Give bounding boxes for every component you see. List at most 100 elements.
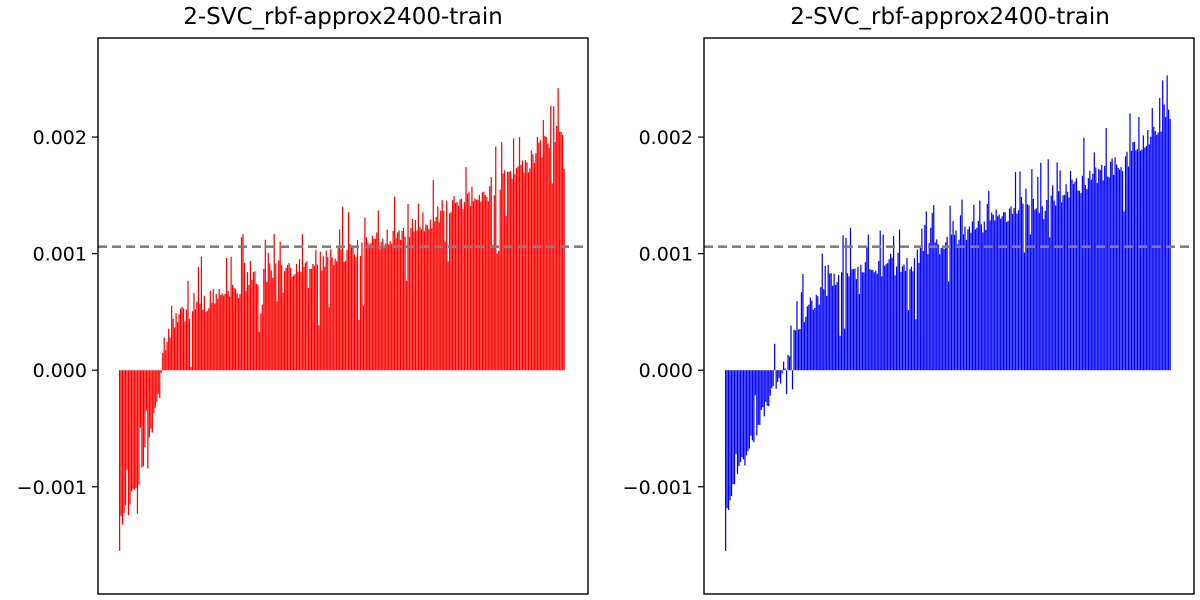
bar [181, 306, 183, 371]
bar [1098, 168, 1100, 371]
bar [735, 370, 737, 455]
bar [258, 331, 260, 371]
bar [1089, 170, 1091, 371]
bar [845, 237, 847, 371]
bar [1026, 204, 1029, 371]
bar [955, 230, 957, 371]
bar [849, 227, 852, 371]
bar [1068, 197, 1070, 371]
bar [907, 310, 910, 371]
bar [383, 247, 385, 371]
bar [281, 264, 283, 371]
bar [1090, 179, 1092, 371]
bar [554, 142, 556, 371]
bar [120, 370, 122, 517]
bar [922, 251, 924, 371]
bar [533, 162, 535, 371]
bar [478, 194, 480, 371]
bar [532, 154, 534, 371]
bar [1020, 197, 1023, 371]
bar [243, 262, 246, 371]
bar [803, 322, 806, 371]
bar [729, 370, 731, 501]
bar [802, 273, 804, 371]
bar [127, 370, 130, 516]
bar [898, 229, 901, 371]
bar [214, 303, 216, 371]
chart-panel-left: 2-SVC_rbf-approx2400-train −0.001 0.000 0.… [17, 4, 589, 595]
bar [289, 267, 292, 371]
bar [820, 287, 822, 371]
bar [119, 370, 121, 551]
bar [240, 237, 243, 371]
bar [182, 308, 185, 371]
bar [956, 244, 959, 371]
bar [254, 271, 256, 371]
bar [1016, 213, 1018, 371]
bar [226, 257, 228, 371]
bar [823, 289, 825, 371]
y-tick-label: 0.001 [639, 244, 693, 266]
bar [988, 190, 990, 371]
bar [840, 272, 843, 371]
bar [319, 251, 321, 371]
bar [1129, 113, 1131, 371]
bar [257, 284, 259, 371]
bar [452, 200, 454, 371]
bar [395, 238, 397, 371]
bar [1135, 150, 1137, 371]
bar [449, 213, 451, 371]
bar [1034, 209, 1036, 371]
bar [818, 304, 820, 371]
bar [788, 356, 791, 371]
bar [509, 170, 512, 371]
bar [1010, 206, 1012, 371]
bar [945, 242, 947, 371]
bar [1004, 212, 1006, 371]
bar [912, 271, 914, 371]
bar [388, 244, 390, 371]
bar [887, 263, 889, 371]
bar [759, 370, 761, 425]
bar [505, 216, 507, 371]
bar [324, 266, 326, 371]
bar [888, 259, 890, 371]
bar [472, 201, 475, 371]
bar [411, 218, 414, 371]
bar [1053, 200, 1055, 371]
bar [489, 186, 491, 371]
bar [139, 370, 142, 428]
bar [1104, 165, 1106, 371]
bar [861, 272, 863, 371]
bar [353, 254, 356, 371]
bar [980, 224, 982, 371]
bar [1127, 166, 1130, 371]
bar [826, 295, 828, 371]
bar [775, 370, 777, 389]
bar [168, 328, 170, 371]
bar [1060, 202, 1063, 371]
bar [982, 232, 984, 371]
bar [1022, 203, 1024, 371]
bar [355, 257, 357, 371]
bar [777, 370, 779, 383]
bar [300, 271, 302, 371]
bar [474, 198, 476, 371]
bar [1066, 191, 1069, 371]
bar [901, 266, 904, 371]
bar [934, 242, 936, 371]
bar [407, 203, 409, 371]
bar [991, 212, 993, 371]
bar [952, 221, 954, 371]
bar [469, 205, 472, 371]
bar [727, 370, 730, 511]
bar [175, 313, 177, 371]
bar [1101, 164, 1103, 371]
bar [725, 370, 727, 551]
bar [892, 235, 895, 371]
bar [386, 229, 388, 371]
bar [343, 261, 345, 371]
bar [1117, 167, 1119, 371]
bar [903, 264, 905, 371]
bar [511, 178, 513, 371]
